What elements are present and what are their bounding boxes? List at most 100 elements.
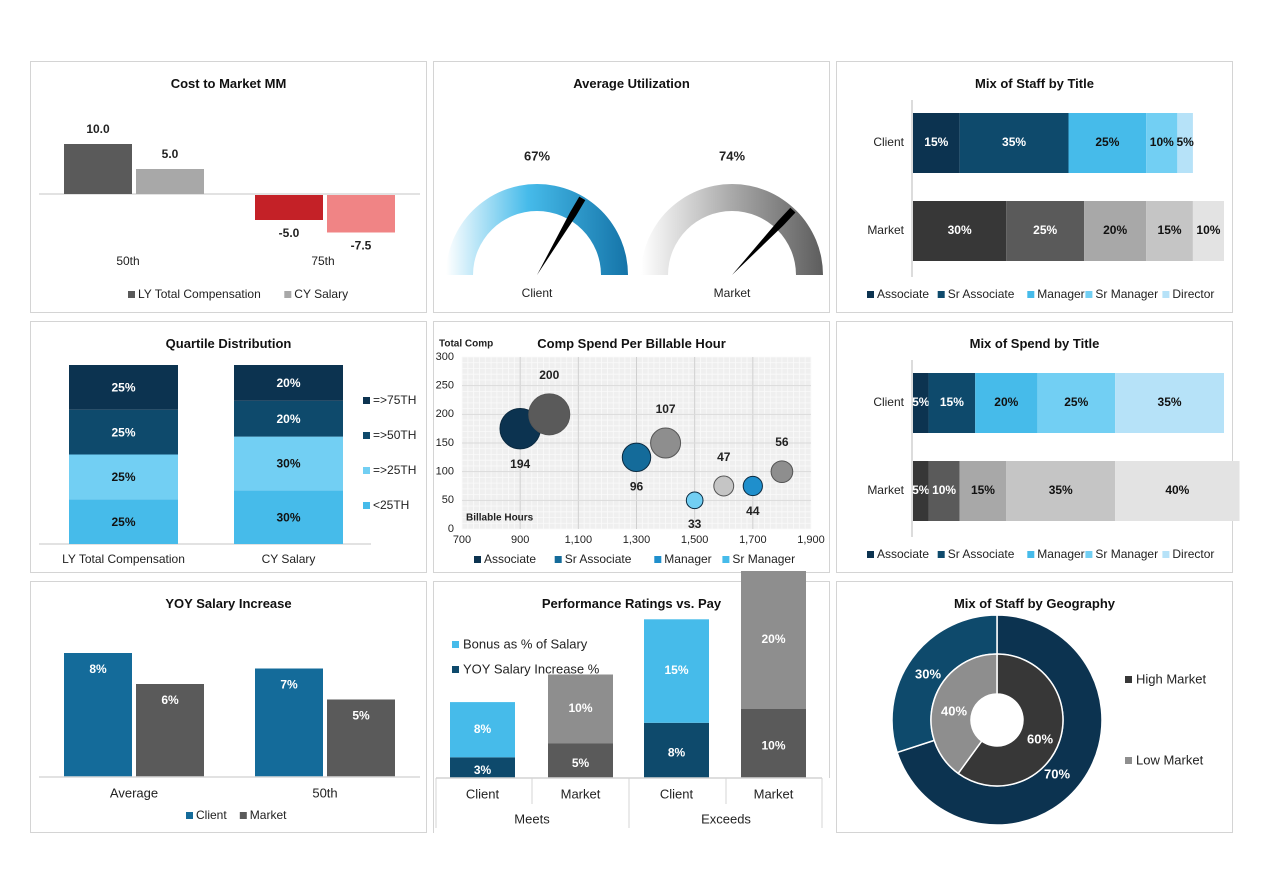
segment-label: 15%: [1158, 223, 1182, 237]
legend-swatch: [1027, 551, 1035, 558]
panel-yoy-salary: YOY Salary Increase 8% 6% Average 7% 5% 50th C…: [30, 581, 427, 833]
x-category-label: Client: [466, 786, 500, 801]
segment-sr-associate: [928, 373, 976, 433]
segment-label: 10%: [932, 483, 956, 497]
segment-label: 25%: [111, 425, 135, 439]
segment-label: 30%: [276, 457, 300, 471]
segment-25th: [69, 454, 178, 500]
segment-label: 35%: [1158, 395, 1182, 409]
segment-label: 30%: [276, 510, 300, 524]
segment-manager: [1084, 201, 1147, 261]
legend-swatch: [1027, 291, 1035, 298]
chart-title: Performance Ratings vs. Pay: [541, 596, 722, 611]
segment-sr-manager: [1006, 461, 1116, 521]
bubble-label: 33: [688, 517, 702, 531]
gauge-arc-client: [446, 184, 628, 275]
bar-bonus: [741, 571, 806, 709]
legend-swatch: [186, 812, 193, 819]
legend-label: Sr Manager: [1095, 547, 1158, 561]
segment-50th: [69, 409, 178, 455]
performance-pay-chart: 3% 8% Client 5% 10% Market 8% 15% Client 10% 20% Ma…: [434, 571, 831, 834]
bar-yoy-salary-increase: [644, 722, 709, 778]
panel-mix-spend-title: Mix of Spend by Title Client 5% 15% 20% 25% 3…: [836, 321, 1240, 573]
legend-label: Associate: [877, 287, 929, 301]
legend-swatch: [1085, 551, 1093, 558]
y-tick-label: 0: [448, 523, 454, 535]
legend-label: =>25TH: [373, 463, 416, 477]
data-label: 5.0: [162, 147, 179, 161]
segment-75th: [234, 365, 343, 401]
legend-swatch: [1125, 676, 1132, 683]
x-tick-label: 50th: [116, 254, 139, 268]
legend-label: Manager: [1037, 287, 1084, 301]
segment-manager: [975, 373, 1038, 433]
segment-sr-manager: [1146, 201, 1193, 261]
legend-swatch: [474, 556, 481, 563]
bubble-sr-associate-client: [621, 442, 652, 473]
x-tick-label: 1,100: [565, 534, 593, 546]
legend-label: Sr Manager: [1095, 287, 1158, 301]
data-label: 7%: [280, 678, 298, 692]
panel-mix-staff-title: Mix of Staff by Title Client 15% 35% 25% 10%…: [836, 61, 1233, 313]
segment-label: 35%: [1049, 483, 1073, 497]
segment-25th: [69, 499, 178, 544]
group-label: Exceeds: [701, 811, 751, 826]
segment-label: 15%: [971, 483, 995, 497]
y-tick-label: 200: [436, 408, 454, 420]
segment-label: 5%: [912, 483, 930, 497]
bubble-label: 56: [775, 435, 789, 449]
legend-swatch: [937, 551, 945, 558]
x-tick-label: 1,700: [739, 534, 767, 546]
chart-title: Mix of Spend by Title: [969, 336, 1100, 351]
x-tick-label: 900: [511, 534, 529, 546]
gauge-needle: [537, 196, 586, 275]
legend-label: =>50TH: [373, 428, 416, 442]
segment-label: 20%: [276, 376, 300, 390]
segment-label: 20%: [1103, 223, 1127, 237]
chart-title: Average Utilization: [573, 76, 690, 91]
chart-title: YOY Salary Increase: [165, 596, 292, 611]
bar-cy-salary: [136, 169, 204, 194]
segment-director: [1115, 461, 1240, 521]
segment-label: 40%: [1165, 483, 1189, 497]
legend-swatch: [867, 551, 874, 558]
data-label: 8%: [89, 662, 107, 676]
data-label: 10%: [761, 739, 785, 753]
segment-label: 25%: [1033, 223, 1057, 237]
data-label: 15%: [664, 663, 688, 677]
x-category-label: CY Salary: [262, 552, 316, 566]
y-tick-label: 100: [436, 466, 454, 478]
segment-25th: [234, 436, 343, 491]
legend-swatch: [1085, 291, 1093, 298]
panel-average-utilization: Average Utilization 67% Client 74% Market: [433, 61, 830, 313]
segment-associate: [913, 113, 960, 173]
segment-label: 20%: [276, 412, 300, 426]
data-label: 6%: [161, 693, 179, 707]
data-label: 8%: [668, 746, 686, 760]
segment-label: 20%: [994, 395, 1018, 409]
bubble-manager-market: [713, 475, 735, 497]
bar-cy-salary: [327, 195, 395, 233]
bubble-label: 107: [656, 402, 676, 416]
gauge-value-label: 67%: [524, 148, 550, 163]
x-tick-label: 1,500: [681, 534, 709, 546]
bubble-label: 47: [717, 450, 731, 464]
data-label: 8%: [474, 722, 492, 736]
y-axis-title: Total Comp: [439, 339, 493, 350]
data-label: 3%: [474, 763, 492, 777]
x-tick-label: 1,900: [797, 534, 825, 546]
legend-swatch: [722, 556, 730, 563]
legend-swatch: [867, 291, 874, 298]
legend-swatch: [1125, 757, 1132, 764]
segment-sr-associate: [928, 461, 960, 521]
legend-swatch: [452, 641, 459, 648]
legend-swatch: [452, 666, 459, 673]
bubble-chart: 0 50 100 150 200 250 300 700 900 1,100 1,300 1,500 1…: [436, 339, 825, 567]
data-label: 20%: [761, 632, 785, 646]
legend-label: Director: [1172, 287, 1214, 301]
y-tick-label: 50: [442, 494, 454, 506]
legend-swatch: [363, 467, 370, 474]
bubble-label: 194: [510, 457, 530, 471]
segment-director: [1115, 373, 1224, 433]
segment-sr-manager: [1146, 113, 1178, 173]
